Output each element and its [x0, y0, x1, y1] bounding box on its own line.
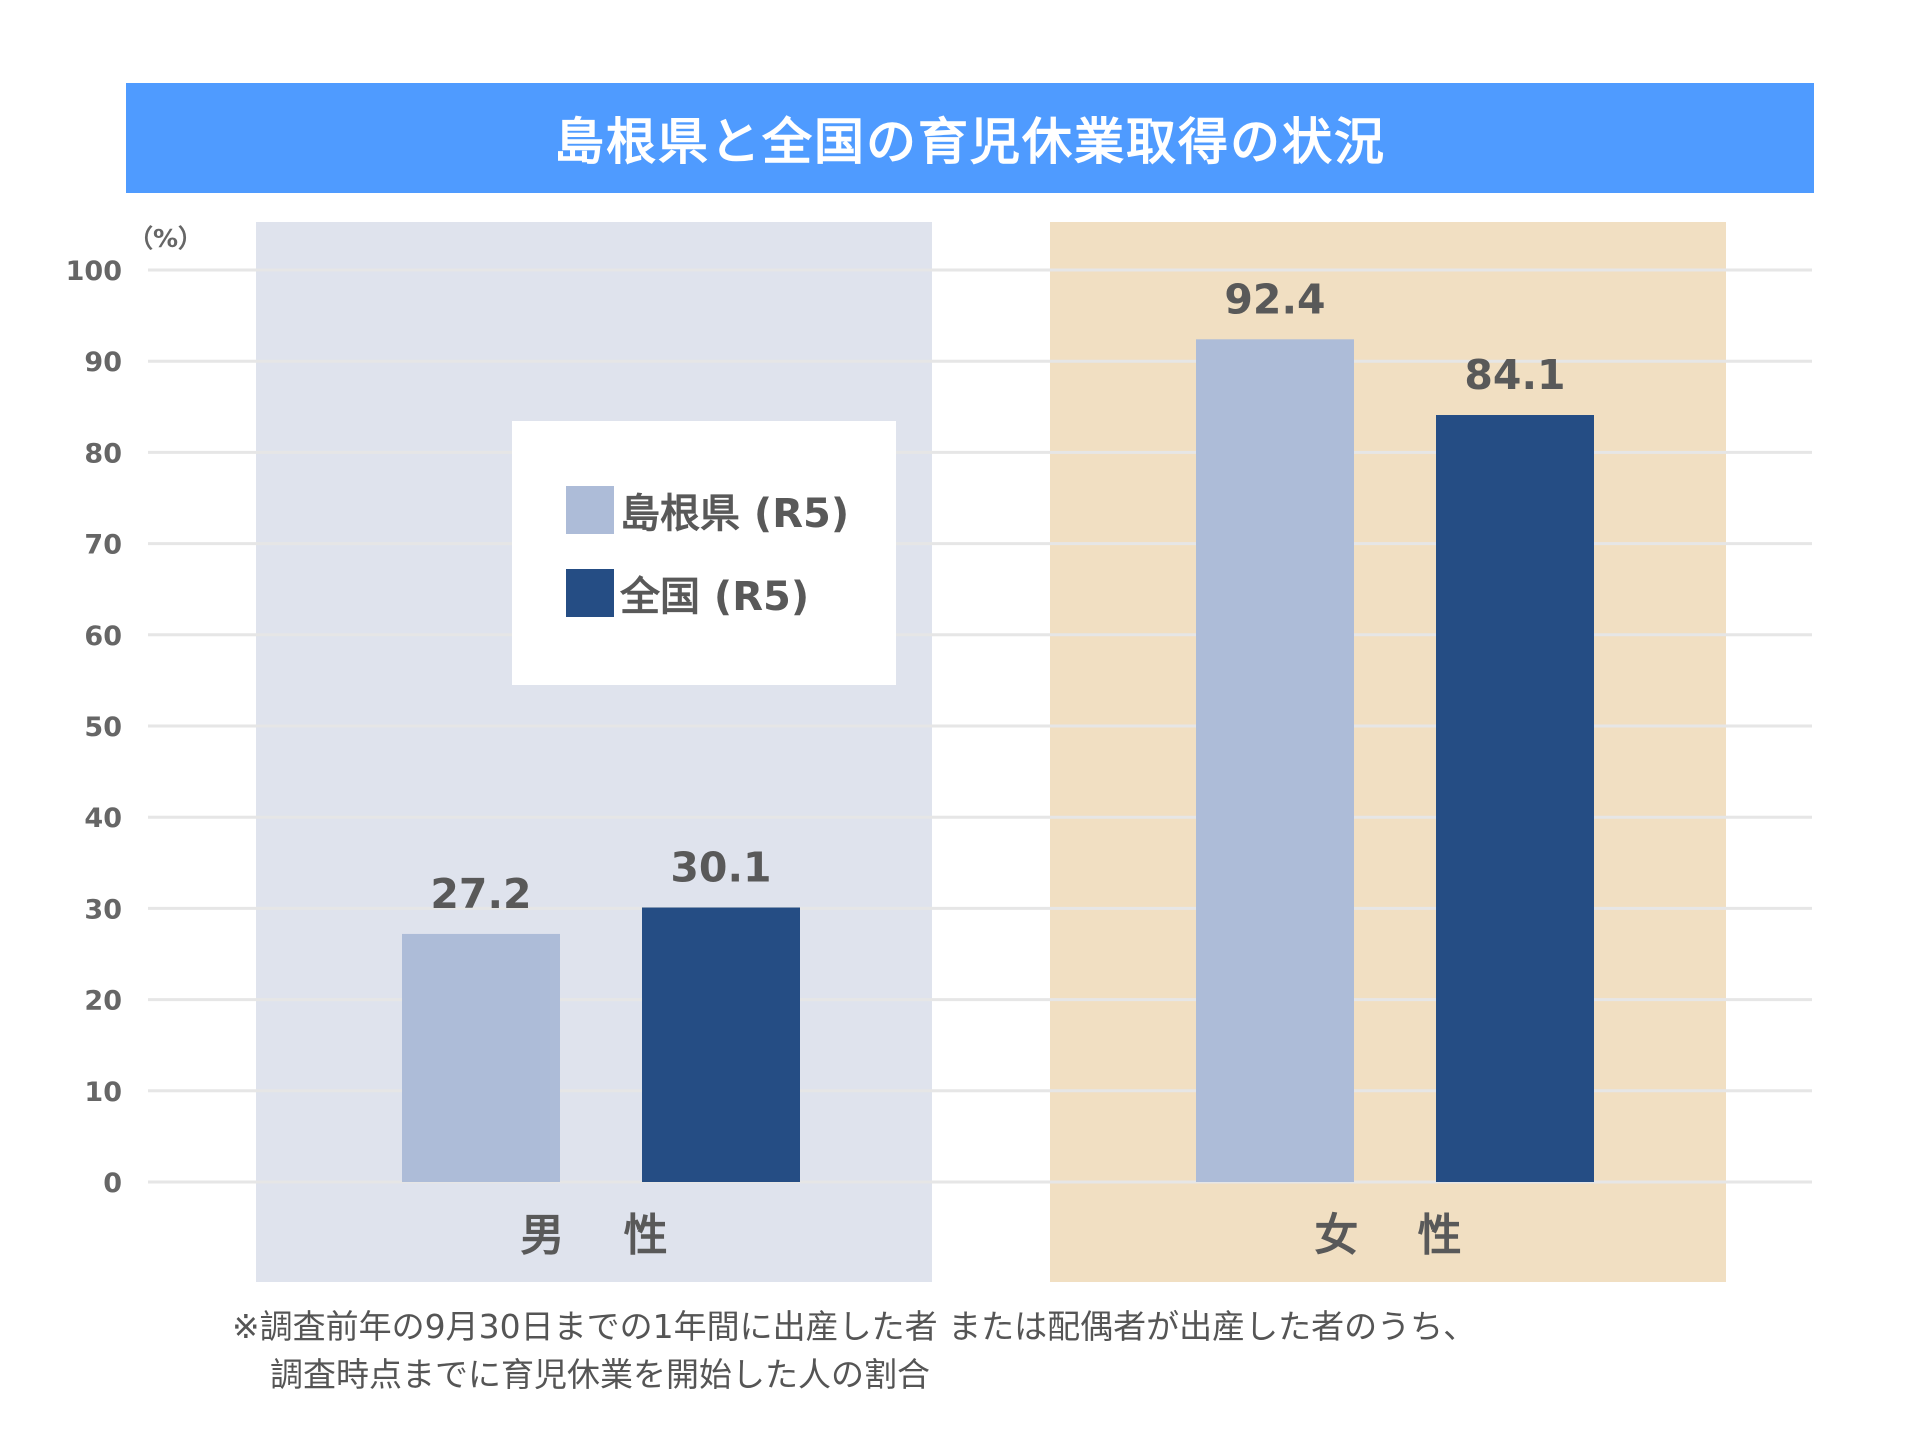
- legend-label-national: 全国 (R5): [620, 574, 810, 620]
- category-panel-male: [256, 222, 932, 1282]
- y-tick-label-10: 10: [84, 1077, 122, 1108]
- footnote-line-2: 調査時点までに育児休業を開始した人の割合: [270, 1355, 930, 1394]
- bar-shimane-male: [402, 933, 560, 1182]
- data-label-shimane-male: 27.2: [430, 870, 531, 918]
- y-tick-label-0: 0: [103, 1168, 122, 1199]
- chart-title-bar: 島根県と全国の育児休業取得の状況: [126, 83, 1814, 193]
- bar-national-male: [642, 907, 800, 1182]
- legend-swatch-shimane: [566, 486, 614, 534]
- y-unit-label: （%）: [128, 224, 203, 253]
- y-tick-label-80: 80: [84, 438, 122, 469]
- y-tick-label-30: 30: [84, 894, 122, 925]
- y-tick-label-100: 100: [66, 256, 122, 287]
- category-label-female: 女 性: [1314, 1210, 1483, 1261]
- bar-national-female: [1436, 415, 1594, 1182]
- legend-swatch-national: [566, 569, 614, 617]
- chart-legend: 島根県 (R5) 全国 (R5): [512, 421, 896, 685]
- y-tick-label-60: 60: [84, 621, 122, 652]
- y-tick-label-20: 20: [84, 986, 122, 1017]
- legend-item-national: 全国 (R5): [566, 564, 809, 622]
- legend-label-shimane: 島根県 (R5): [620, 491, 850, 537]
- data-label-shimane-female: 92.4: [1224, 275, 1325, 323]
- data-label-national-male: 30.1: [670, 843, 771, 891]
- data-label-national-female: 84.1: [1464, 351, 1565, 399]
- y-tick-label-50: 50: [84, 712, 122, 743]
- footnote: ※調査前年の9月30日までの1年間に出産した者 または配偶者が出産した者のうち、…: [232, 1303, 1772, 1399]
- footnote-line-1: ※調査前年の9月30日までの1年間に出産した者 または配偶者が出産した者のうち、: [232, 1307, 1477, 1346]
- category-panel-female: [1050, 222, 1726, 1282]
- legend-item-shimane: 島根県 (R5): [566, 481, 849, 539]
- y-tick-label-90: 90: [84, 347, 122, 378]
- y-tick-label-40: 40: [84, 803, 122, 834]
- category-label-male: 男 性: [520, 1210, 689, 1261]
- y-tick-label-70: 70: [84, 530, 122, 561]
- chart-title: 島根県と全国の育児休業取得の状況: [554, 113, 1386, 171]
- bar-shimane-female: [1196, 339, 1354, 1182]
